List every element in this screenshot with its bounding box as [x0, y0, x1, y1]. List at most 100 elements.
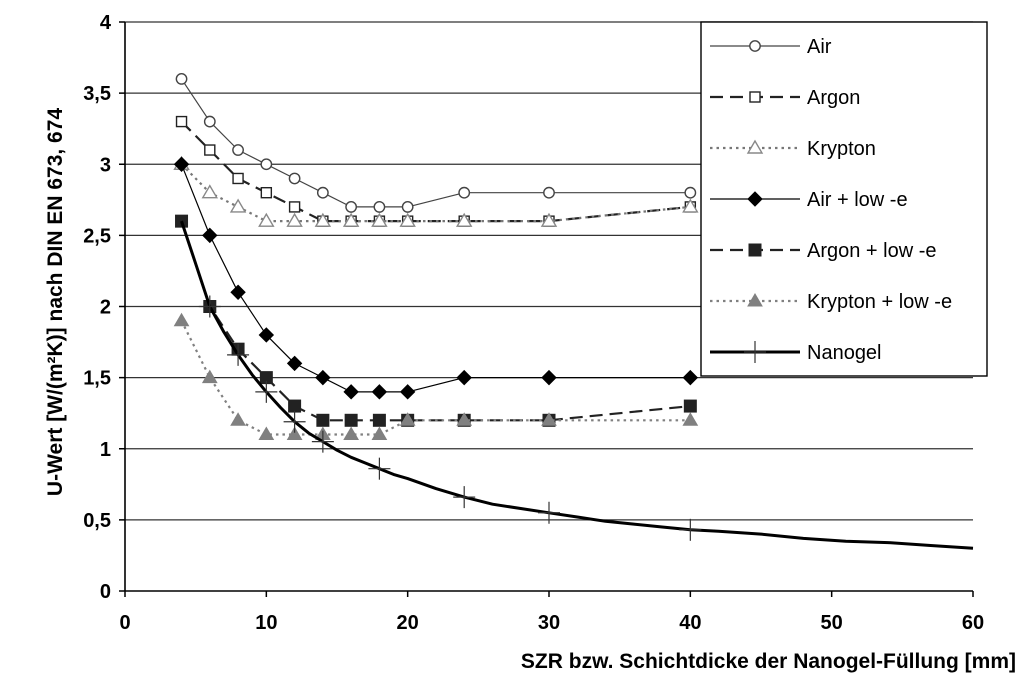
point-krypton-7 — [371, 212, 388, 227]
legend-marker-krypton-low-e — [747, 293, 763, 307]
x-tick-label-0: 0 — [119, 612, 130, 634]
point-krypton-low-e-4 — [286, 426, 303, 441]
point-air-low-e-4 — [286, 355, 303, 372]
point-nanogel-6 — [453, 486, 476, 509]
point-krypton-low-e-6 — [343, 426, 360, 441]
point-argon-3 — [260, 186, 273, 199]
legend: Air Argon Krypton Air + low -e Argon + low -… — [700, 21, 988, 377]
legend-label-krypton-low-e: Krypton + low -e — [807, 291, 952, 313]
x-tick-label-4: 40 — [679, 612, 701, 634]
series-air-low-e — [173, 156, 699, 400]
y-tick-label-6: 3 — [100, 154, 111, 176]
legend-item-argon: Argon — [710, 87, 860, 109]
series-krypton — [173, 155, 699, 227]
point-nanogel-7 — [538, 501, 560, 524]
point-argon-4 — [288, 201, 301, 213]
point-argon-0 — [175, 115, 188, 128]
series-line-argon — [180, 120, 691, 223]
point-krypton-5 — [314, 212, 332, 227]
legend-item-krypton: Krypton — [710, 138, 876, 160]
legend-label-air: Air — [807, 36, 832, 58]
point-air-9 — [458, 186, 471, 199]
y-tick-label-8: 4 — [100, 12, 112, 34]
point-krypton-low-e-9 — [456, 412, 473, 426]
legend-label-krypton: Krypton — [807, 138, 876, 160]
y-tick-label-5: 2,5 — [83, 225, 111, 247]
y-tick-label-0: 0 — [100, 581, 111, 603]
x-tick-label-2: 20 — [397, 612, 419, 634]
point-air-low-e-7 — [371, 384, 388, 400]
legend-item-krypton-low-e: Krypton + low -e — [710, 291, 952, 313]
point-argon-low-e-5 — [316, 413, 330, 427]
x-tick-label-3: 30 — [538, 612, 560, 634]
x-tick-label-1: 10 — [255, 612, 277, 634]
point-nanogel-0 — [198, 295, 221, 318]
series-nanogel — [180, 220, 974, 550]
point-krypton-low-e-2 — [230, 412, 246, 426]
point-nanogel-4 — [311, 430, 334, 453]
series-line-krypton-low-e — [180, 320, 691, 436]
point-krypton-low-e-0 — [173, 312, 190, 327]
point-air-low-e-9 — [456, 369, 472, 386]
point-krypton-low-e-10 — [541, 412, 557, 426]
point-air-1 — [203, 115, 216, 128]
series-air — [175, 73, 697, 213]
point-krypton-8 — [399, 212, 416, 227]
legend-label-argon: Argon — [807, 87, 860, 109]
point-air-low-e-2 — [230, 284, 246, 300]
point-krypton-low-e-11 — [682, 412, 699, 426]
point-nanogel-1 — [227, 343, 250, 366]
point-argon-low-e-11 — [683, 399, 697, 413]
legend-marker-argon — [749, 91, 761, 103]
x-tick-label-6: 60 — [962, 612, 984, 634]
series-line-air-low-e — [180, 164, 691, 393]
point-air-7 — [373, 201, 386, 213]
point-air-low-e-10 — [541, 369, 557, 386]
series-line-krypton — [180, 163, 691, 223]
legend-label-argon-low-e: Argon + low -e — [807, 240, 937, 262]
point-air-10 — [543, 186, 555, 199]
series-line-air — [180, 78, 691, 208]
point-argon-low-e-4 — [288, 399, 302, 413]
point-nanogel-5 — [368, 457, 391, 480]
point-air-5 — [316, 186, 329, 199]
point-air-low-e-3 — [258, 327, 275, 343]
point-krypton-low-e-1 — [201, 369, 218, 384]
point-air-low-e-8 — [399, 384, 416, 400]
legend-marker-nanogel — [744, 341, 766, 363]
tick-labels: 00,511,522,533,540 10 20 30 40 50 60 — [83, 12, 984, 634]
point-krypton-low-e-8 — [399, 412, 416, 426]
legend-label-air-low-e: Air + low -e — [807, 189, 908, 211]
point-argon-1 — [204, 144, 216, 156]
legend-label-nanogel: Nanogel — [807, 342, 882, 364]
point-air-6 — [345, 201, 358, 213]
point-air-0 — [175, 73, 188, 85]
y-tick-label-7: 3,5 — [83, 83, 111, 105]
series-krypton-low-e — [173, 312, 699, 441]
point-krypton-6 — [342, 212, 360, 227]
y-axis-title: U-Wert [W/(m²K)] nach DIN EN 673, 674 — [44, 108, 67, 496]
point-krypton-3 — [258, 212, 275, 227]
axes — [119, 21, 974, 597]
legend-marker-argon-low-e — [748, 243, 762, 257]
x-axis-title: SZR bzw. Schichtdicke der Nanogel-Füllun… — [521, 650, 1016, 673]
point-argon-low-e-7 — [372, 413, 386, 427]
point-nanogel-3 — [283, 410, 306, 433]
point-krypton-1 — [201, 184, 219, 199]
point-air-4 — [288, 172, 301, 185]
point-air-low-e-1 — [202, 227, 218, 244]
point-air-8 — [401, 201, 414, 213]
legend-item-air-low-e: Air + low -e — [710, 189, 908, 211]
legend-marker-air — [749, 40, 761, 52]
point-air-3 — [260, 158, 273, 171]
legend-marker-krypton — [746, 139, 764, 154]
series-line-argon-low-e — [180, 220, 691, 422]
legend-item-air: Air — [710, 36, 832, 58]
legend-item-argon-low-e: Argon + low -e — [710, 240, 937, 262]
point-krypton-low-e-7 — [371, 426, 388, 441]
y-tick-label-4: 2 — [100, 297, 111, 319]
series-group — [173, 73, 974, 550]
point-air-low-e-5 — [315, 369, 331, 386]
point-air-low-e-6 — [343, 384, 359, 400]
